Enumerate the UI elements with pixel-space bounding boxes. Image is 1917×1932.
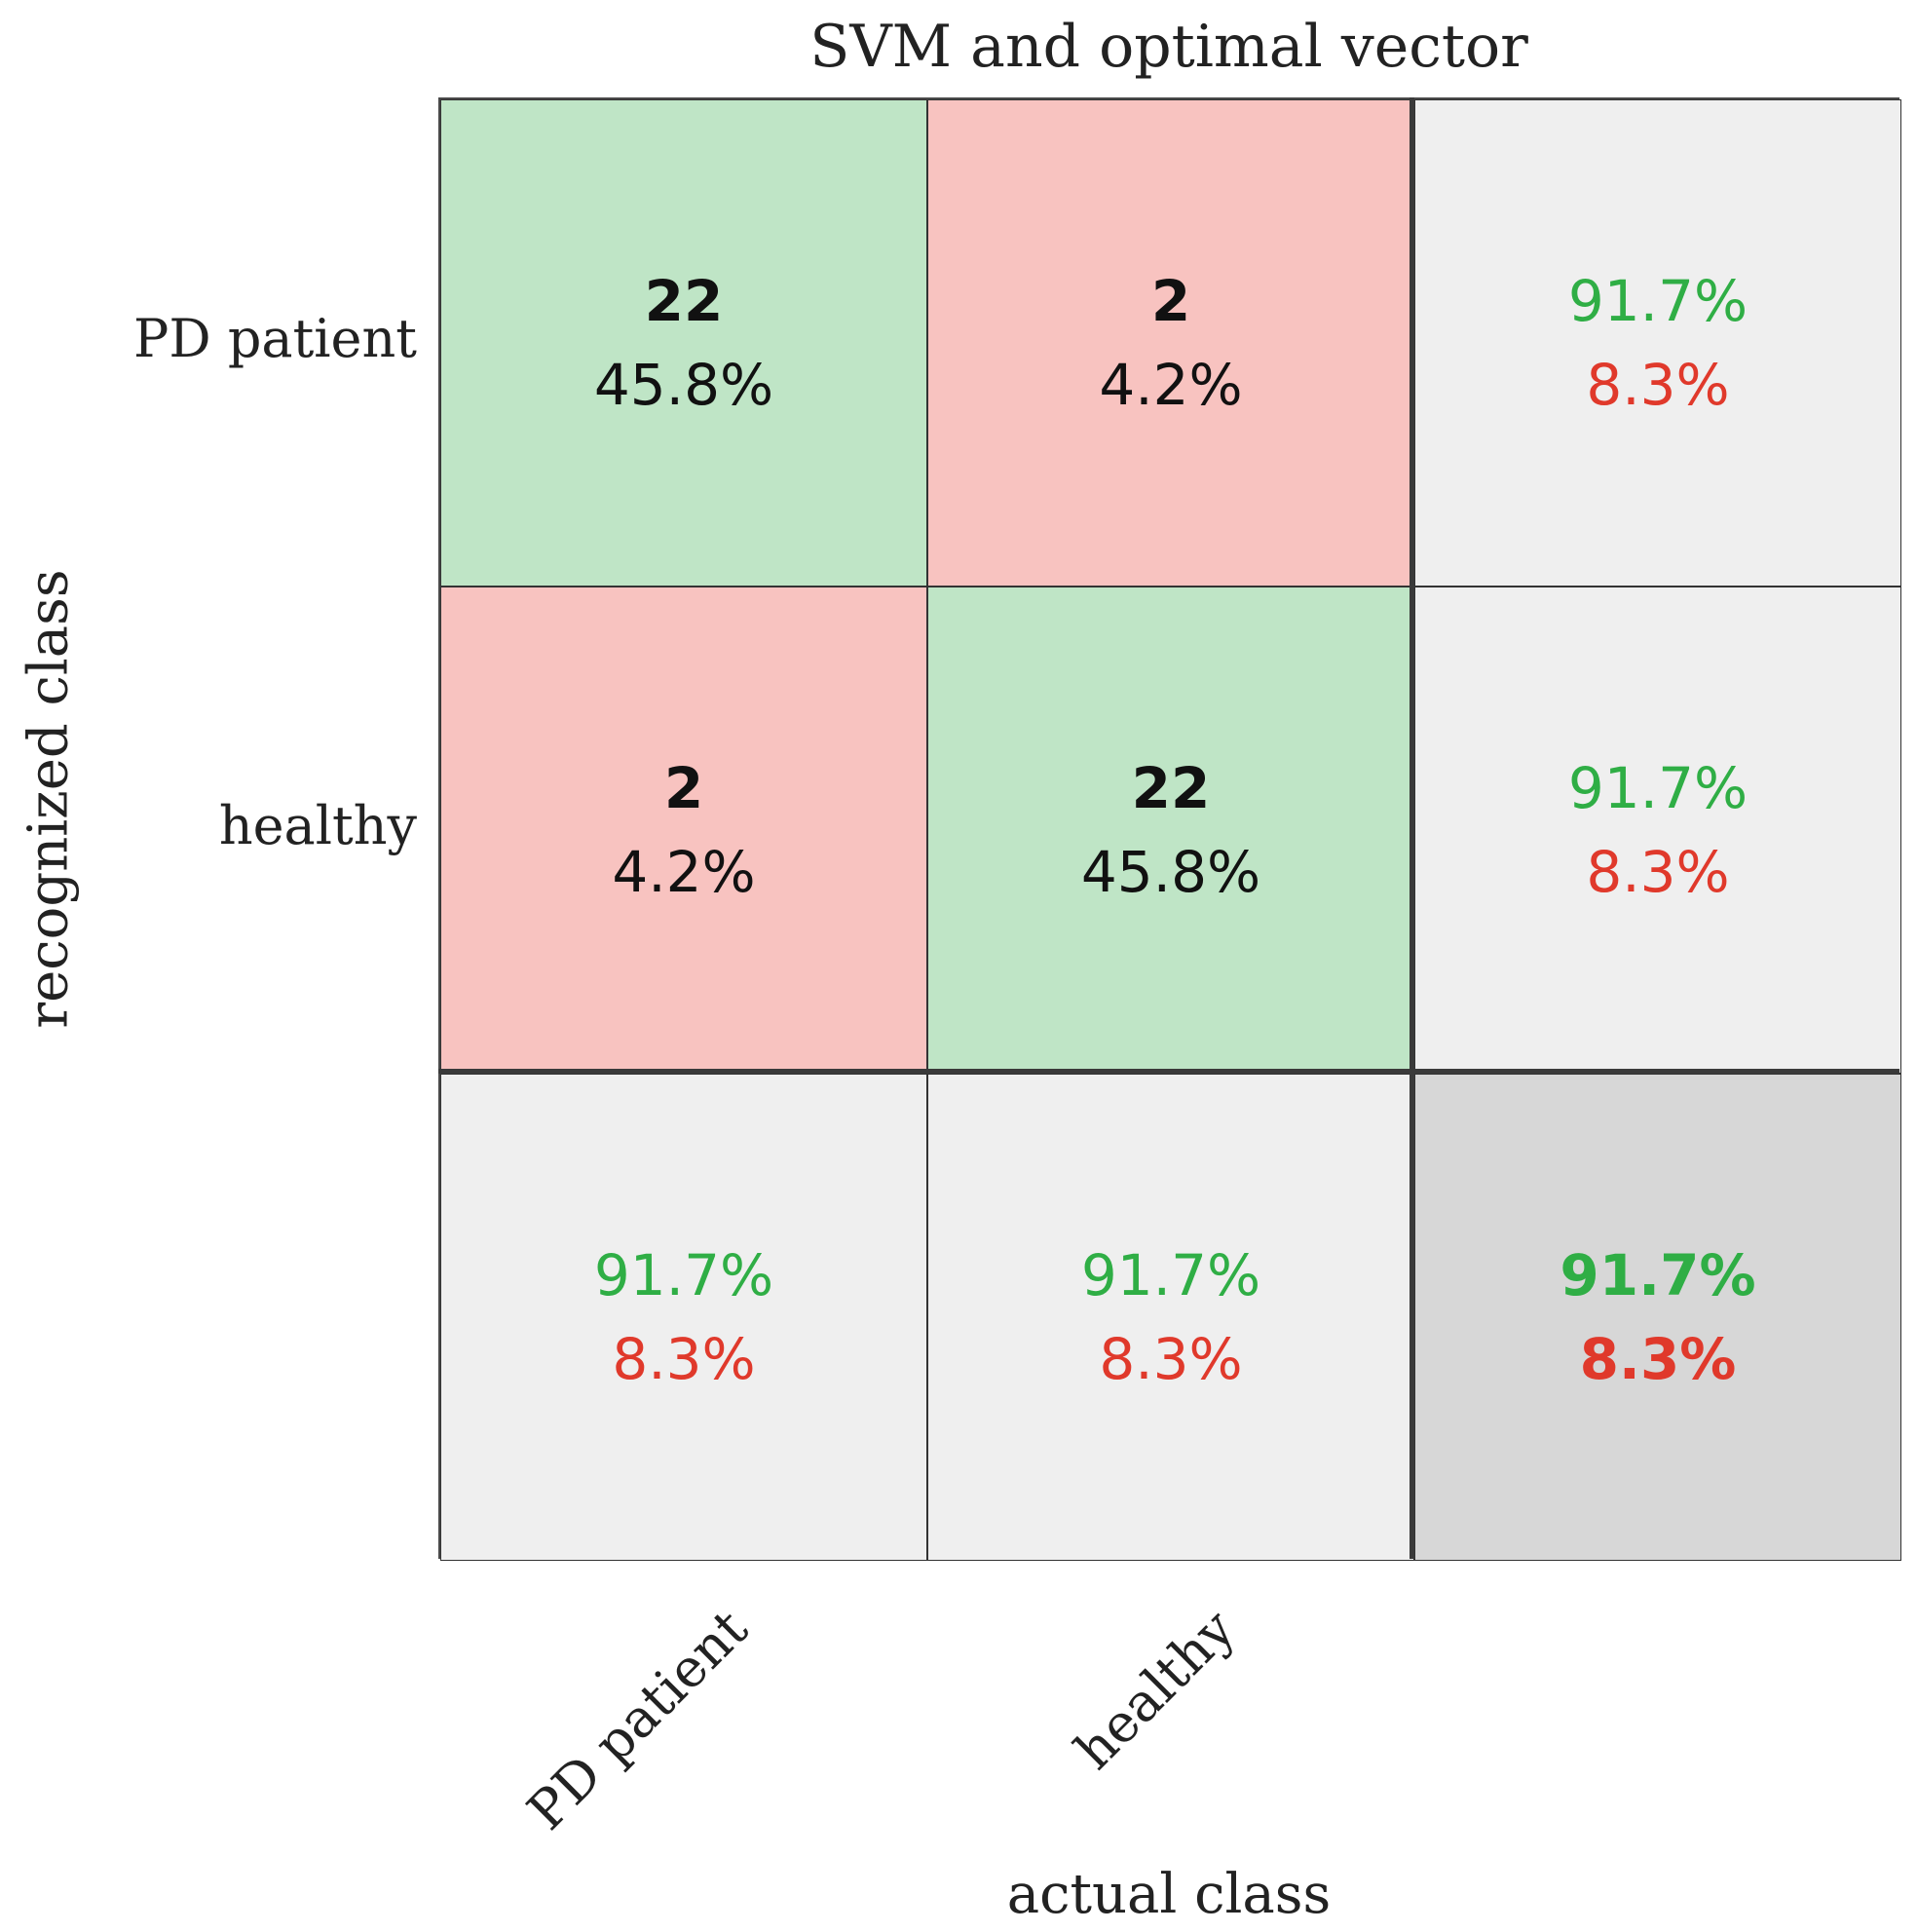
overall-wrong: 8.3% [1579,1326,1737,1392]
col-summary-healthy: 91.7% 8.3% [927,1074,1414,1561]
chart-title: SVM and optimal vector [809,13,1528,81]
col-label-healthy-text: healthy [1063,1598,1247,1782]
col-label-pd-patient-text: PD patient [515,1598,760,1842]
row-summary-healthy: 91.7% 8.3% [1414,587,1901,1074]
cell-count: 22 [1131,755,1211,821]
cell-count: 2 [663,755,704,821]
cell-percent: 4.2% [612,839,756,905]
row-label-pd-patient: PD patient [133,308,417,369]
summary-correct: 91.7% [1567,268,1748,334]
x-axis-label: actual class [1006,1863,1332,1926]
overall-summary: 91.7% 8.3% [1414,1074,1901,1561]
summary-row-separator [438,1069,1899,1074]
cell-count: 22 [644,268,724,334]
row-label-healthy: healthy [218,795,417,856]
cell-percent: 4.2% [1099,352,1243,418]
summary-correct: 91.7% [1080,1242,1261,1308]
cell-healthy-healthy: 22 45.8% [927,587,1414,1074]
cell-percent: 45.8% [1080,839,1261,905]
summary-correct: 91.7% [593,1242,774,1308]
cell-percent: 45.8% [593,352,774,418]
summary-wrong: 8.3% [1099,1326,1243,1392]
summary-wrong: 8.3% [1586,839,1730,905]
row-summary-pd: 91.7% 8.3% [1414,99,1901,587]
summary-column-separator [1410,97,1414,1559]
cell-healthy-pd: 2 4.2% [440,587,927,1074]
cell-pd-pd: 22 45.8% [440,99,927,587]
cell-pd-healthy: 2 4.2% [927,99,1414,587]
col-summary-pd: 91.7% 8.3% [440,1074,927,1561]
summary-wrong: 8.3% [1586,352,1730,418]
overall-correct: 91.7% [1560,1242,1756,1308]
summary-correct: 91.7% [1567,755,1748,821]
confusion-matrix: 22 45.8% 2 4.2% 91.7% 8.3% 2 4.2% 22 45.… [438,97,1901,1561]
cell-count: 2 [1150,268,1191,334]
summary-wrong: 8.3% [612,1326,756,1392]
